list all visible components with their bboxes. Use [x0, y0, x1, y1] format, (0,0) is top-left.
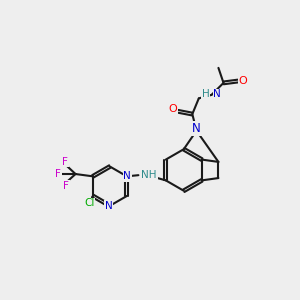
- Text: N: N: [124, 171, 131, 181]
- Text: NH: NH: [141, 170, 157, 180]
- Text: F: F: [62, 157, 68, 166]
- Text: H: H: [202, 89, 210, 99]
- Text: O: O: [169, 104, 177, 115]
- Text: N: N: [192, 122, 201, 135]
- Text: Cl: Cl: [84, 198, 94, 208]
- Text: O: O: [238, 76, 247, 86]
- Text: F: F: [63, 181, 69, 190]
- Text: F: F: [56, 169, 62, 179]
- Text: N: N: [105, 201, 112, 211]
- Text: N: N: [213, 89, 221, 99]
